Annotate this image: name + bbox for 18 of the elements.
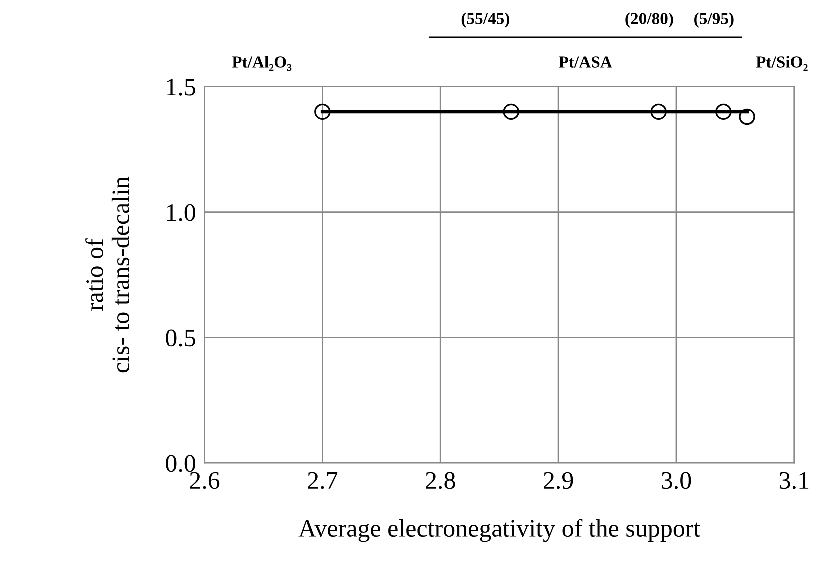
x-tick-label: 3.1 <box>780 472 809 490</box>
x-tick-label: 2.7 <box>308 472 338 490</box>
y-tick-label: 0.0 <box>166 455 196 472</box>
text: Pt/Al₂O₃ <box>232 56 292 72</box>
text: (55/45) <box>462 12 510 28</box>
y-tick-label: 0.5 <box>166 330 196 347</box>
text: Pt/SiO₂ <box>756 56 808 72</box>
x-tick-label: 2.9 <box>544 472 574 490</box>
x-tick-label: 2.6 <box>190 472 220 490</box>
y-axis-title: ratio of cis- to trans-decalin <box>86 176 130 373</box>
x-tick-label: 3.0 <box>662 472 692 490</box>
x-tick-label: 2.8 <box>426 472 456 490</box>
x-axis-title: Average electronegativity of the support <box>298 519 701 542</box>
y-tick-label: 1.0 <box>167 204 196 222</box>
text: Pt/ASA <box>559 56 612 68</box>
y-tick-label: 1.5 <box>167 79 196 96</box>
text: (5/95) <box>694 12 734 28</box>
text: (20/80) <box>626 12 674 28</box>
